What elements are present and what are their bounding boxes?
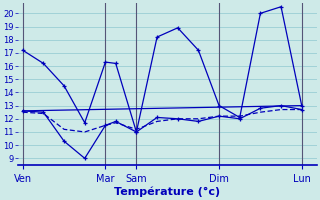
X-axis label: Température (°c): Température (°c) — [114, 187, 220, 197]
